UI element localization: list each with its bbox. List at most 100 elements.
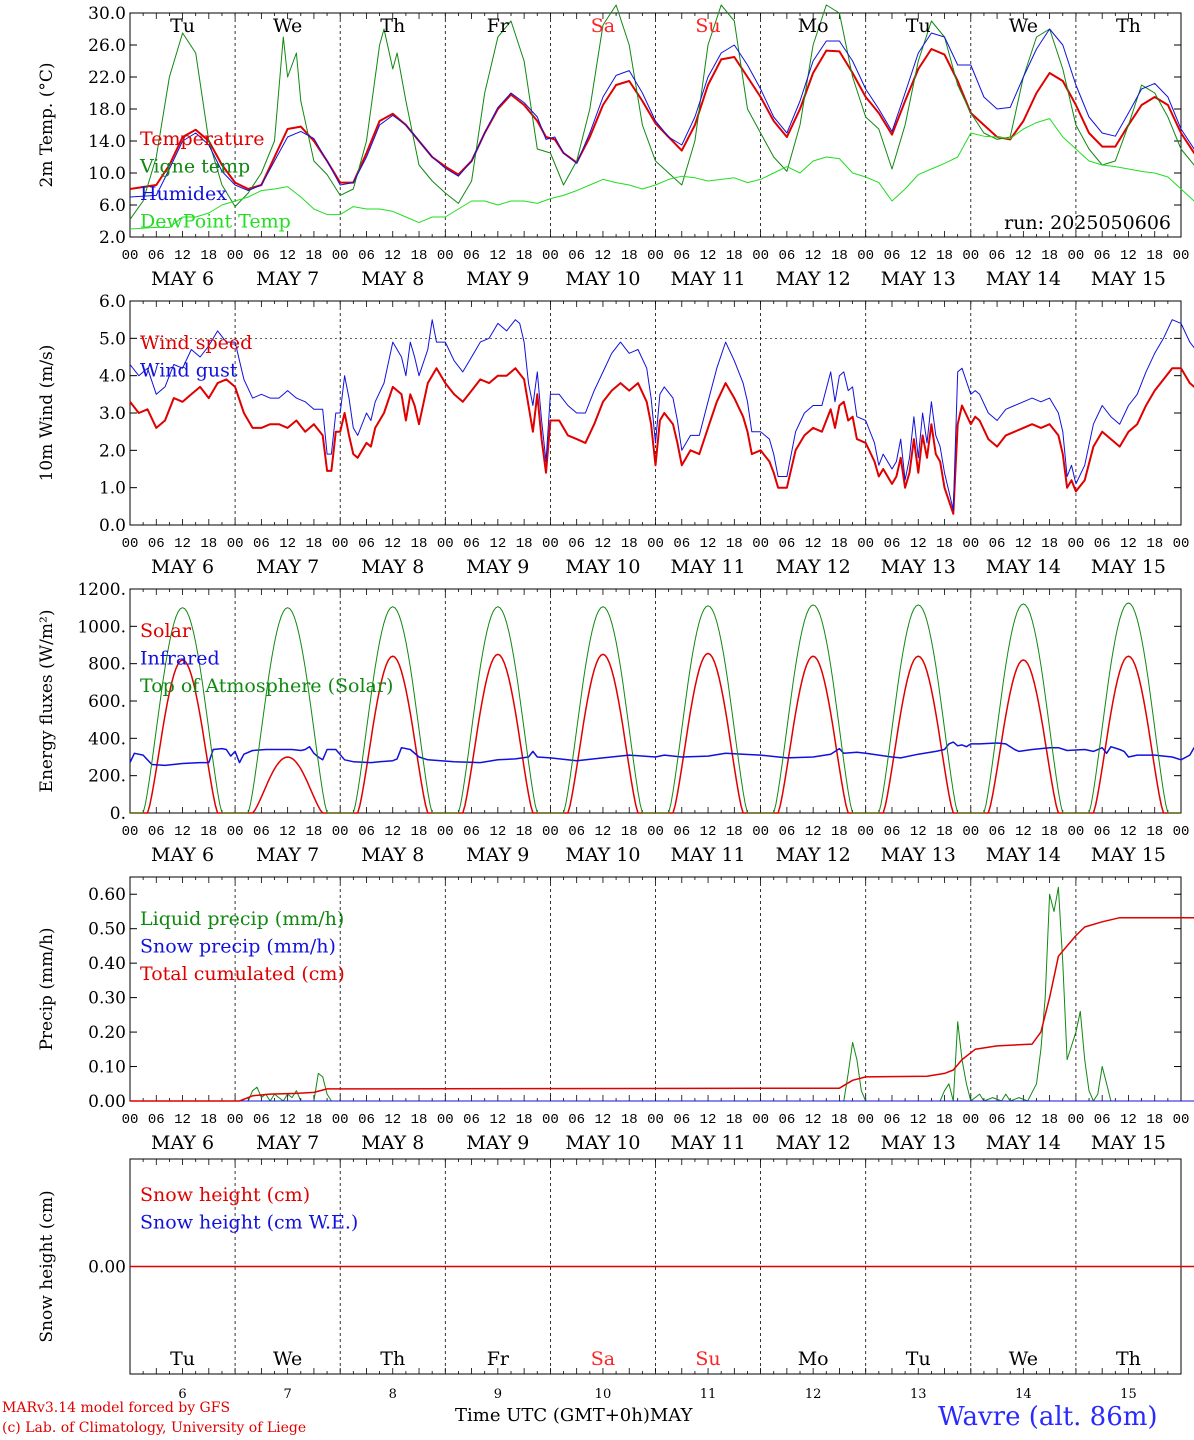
- date-label: MAY 12: [776, 844, 851, 866]
- y-axis-label: Precip (mm/h): [37, 927, 57, 1050]
- y-axis-label: Energy fluxes (W/m²): [37, 610, 57, 793]
- hour-tick-label: 12: [489, 536, 506, 552]
- hour-tick-label: 06: [463, 1112, 480, 1128]
- legend-entry: Infrared: [140, 648, 220, 670]
- hour-tick-label: 06: [884, 1112, 901, 1128]
- y-tick-label: 800.: [88, 655, 126, 675]
- date-label: MAY 6: [151, 556, 214, 578]
- hour-tick-label: 18: [936, 1112, 953, 1128]
- y-tick-label: 2.0: [99, 441, 126, 461]
- legend-entry: Humidex: [140, 183, 227, 205]
- hour-tick-label: 00: [122, 1112, 139, 1128]
- run-annotation: run: 2025050606: [1004, 212, 1171, 234]
- station-name: Wavre (alt. 86m): [938, 1402, 1158, 1432]
- hour-tick-label: 00: [437, 536, 454, 552]
- weekday-label: Th: [1116, 15, 1141, 37]
- hour-tick-label: 00: [857, 1112, 874, 1128]
- series-line: [129, 367, 1194, 515]
- hour-tick-label: 18: [516, 248, 533, 264]
- hour-tick-label: 12: [384, 536, 401, 552]
- hour-tick-label: 00: [752, 536, 769, 552]
- hour-tick-label: 00: [1173, 824, 1190, 840]
- hour-tick-label: 18: [411, 824, 428, 840]
- hour-tick-label: 00: [332, 824, 349, 840]
- date-label: MAY 6: [151, 1132, 214, 1154]
- hour-tick-label: 18: [831, 1112, 848, 1128]
- x-axis-title: Time UTC (GMT+0h)MAY: [455, 1405, 693, 1426]
- date-label: MAY 9: [466, 1132, 529, 1154]
- date-label: MAY 14: [986, 268, 1061, 290]
- hour-tick-label: 00: [227, 248, 244, 264]
- hour-tick-label: 18: [831, 248, 848, 264]
- hour-tick-label: 12: [384, 1112, 401, 1128]
- hour-tick-label: 12: [805, 824, 822, 840]
- hour-tick-label: 00: [437, 1112, 454, 1128]
- hour-tick-label: 12: [1120, 248, 1137, 264]
- hour-tick-label: 00: [647, 536, 664, 552]
- hour-tick-label: 12: [174, 536, 191, 552]
- hour-tick-label: 00: [332, 248, 349, 264]
- hour-tick-label: 00: [647, 824, 664, 840]
- weekday-label: Tu: [906, 15, 931, 37]
- hour-tick-label: 06: [989, 824, 1006, 840]
- day-number-label: 12: [805, 1387, 822, 1402]
- hour-tick-label: 00: [962, 248, 979, 264]
- legend-entry: Vigne temp: [139, 156, 250, 178]
- hour-tick-label: 18: [200, 1112, 217, 1128]
- panel-1: 2.0 6.0 10.0 14.0 18.0 22.0 26.0 30.0 2m Temp. (…: [37, 4, 1194, 290]
- series-line: [130, 916, 1194, 1102]
- y-tick-label: 6.0: [99, 292, 126, 312]
- hour-tick-label: 00: [542, 248, 559, 264]
- hour-tick-label: 12: [1015, 536, 1032, 552]
- date-label: MAY 15: [1091, 268, 1166, 290]
- date-label: MAY 8: [361, 268, 424, 290]
- hour-tick-label: 18: [726, 824, 743, 840]
- weekday-label: Tu: [906, 1348, 931, 1370]
- hour-tick-label: 06: [778, 1112, 795, 1128]
- weekday-label: Th: [380, 15, 405, 37]
- hour-tick-label: 12: [384, 824, 401, 840]
- hour-tick-label: 12: [700, 248, 717, 264]
- hour-tick-label: 12: [489, 824, 506, 840]
- hour-tick-label: 00: [227, 824, 244, 840]
- y-tick-label: 6.0: [99, 196, 126, 216]
- hour-tick-label: 12: [910, 248, 927, 264]
- hour-tick-label: 00: [1173, 1112, 1190, 1128]
- weekday-label: We: [273, 15, 302, 37]
- hour-tick-label: 00: [227, 1112, 244, 1128]
- hour-tick-label: 18: [621, 536, 638, 552]
- date-label: MAY 11: [670, 844, 745, 866]
- weekday-label: Sa: [591, 15, 615, 37]
- panel-3: 0. 200. 400. 600. 800. 1000. 1200. Energy fluxe…: [37, 580, 1194, 866]
- hour-tick-label: 12: [595, 536, 612, 552]
- hour-tick-label: 06: [568, 1112, 585, 1128]
- hour-tick-label: 18: [306, 1112, 323, 1128]
- hour-tick-label: 06: [673, 1112, 690, 1128]
- date-label: MAY 6: [151, 844, 214, 866]
- y-tick-label: 0.10: [88, 1058, 126, 1078]
- date-label: MAY 14: [986, 556, 1061, 578]
- hour-tick-label: 06: [673, 248, 690, 264]
- date-label: MAY 15: [1091, 556, 1166, 578]
- hour-tick-label: 12: [1120, 1112, 1137, 1128]
- date-label: MAY 9: [466, 268, 529, 290]
- hour-tick-label: 18: [936, 824, 953, 840]
- y-tick-label: 0.00: [88, 1258, 126, 1278]
- model-credit: MARv3.14 model forced by GFS: [2, 1400, 231, 1416]
- hour-tick-label: 06: [568, 536, 585, 552]
- hour-tick-label: 18: [1146, 248, 1163, 264]
- hour-tick-label: 12: [1015, 824, 1032, 840]
- series-line: [130, 602, 1181, 814]
- hour-tick-label: 06: [253, 824, 270, 840]
- hour-tick-label: 18: [200, 536, 217, 552]
- y-tick-label: 5.0: [99, 329, 126, 349]
- date-label: MAY 12: [776, 268, 851, 290]
- hour-tick-label: 18: [726, 536, 743, 552]
- hour-tick-label: 06: [463, 824, 480, 840]
- legend-entry: Liquid precip (mm/h): [140, 908, 344, 930]
- hour-tick-label: 12: [489, 248, 506, 264]
- day-number-label: 8: [389, 1387, 397, 1402]
- weekday-label: Sa: [591, 1348, 615, 1370]
- y-tick-label: 1.0: [99, 479, 126, 499]
- y-tick-label: 18.0: [88, 100, 126, 120]
